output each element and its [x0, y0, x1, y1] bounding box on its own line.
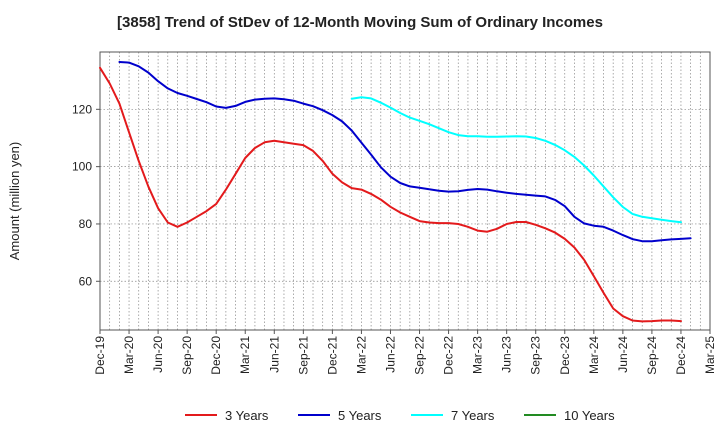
x-tick-label: Sep-22 — [413, 336, 427, 375]
x-tick-label: Mar-22 — [354, 336, 368, 374]
legend-label-5-years: 5 Years — [338, 408, 382, 423]
x-tick-label: Jun-23 — [500, 336, 514, 373]
x-tick-label: Mar-24 — [587, 336, 601, 374]
series-layer — [99, 61, 692, 323]
x-tick-label: Sep-20 — [180, 336, 194, 375]
x-tick-label: Jun-22 — [383, 336, 397, 373]
y-tick-label: 100 — [72, 160, 92, 174]
x-tick-label: Mar-23 — [471, 336, 485, 374]
chart-legend: 3 Years 5 Years 7 Years 10 Years — [185, 408, 615, 423]
series-line-7-years — [350, 96, 682, 224]
x-tick-label: Dec-22 — [442, 336, 456, 375]
y-tick-label: 80 — [79, 217, 93, 231]
x-tick-label: Dec-23 — [558, 336, 572, 375]
x-tick-label: Dec-21 — [325, 336, 339, 375]
x-tick-label: Sep-21 — [296, 336, 310, 375]
chart-title: [3858] Trend of StDev of 12-Month Moving… — [117, 14, 603, 31]
y-tick-label: 60 — [79, 274, 93, 288]
y-axis-label: Amount (million yen) — [7, 142, 22, 261]
x-tick-label: Mar-25 — [703, 336, 717, 374]
x-tick-label: Mar-21 — [238, 336, 252, 374]
x-tick-label: Dec-24 — [674, 336, 688, 375]
x-tick-label: Sep-24 — [645, 336, 659, 375]
x-tick-label: Mar-20 — [122, 336, 136, 374]
legend-label-7-years: 7 Years — [451, 408, 495, 423]
series-line-3-years — [99, 66, 682, 323]
x-tick-label: Jun-21 — [267, 336, 281, 373]
x-tick-label: Jun-24 — [616, 336, 630, 373]
x-tick-label: Dec-20 — [209, 336, 223, 375]
series-line-5-years — [118, 61, 692, 243]
legend-label-3-years: 3 Years — [225, 408, 269, 423]
y-tick-label: 120 — [72, 102, 92, 116]
plot-frame — [99, 51, 711, 331]
legend-label-10-years: 10 Years — [564, 408, 615, 423]
axis-layer: 60 80 100 120 Dec-19 Mar-20 Jun-20 Sep-20 Dec-20… — [7, 102, 717, 374]
x-tick-label: Jun-20 — [151, 336, 165, 373]
x-tick-label: Sep-23 — [529, 336, 543, 375]
grid-layer — [100, 52, 710, 330]
x-tick-label: Dec-19 — [93, 336, 107, 375]
